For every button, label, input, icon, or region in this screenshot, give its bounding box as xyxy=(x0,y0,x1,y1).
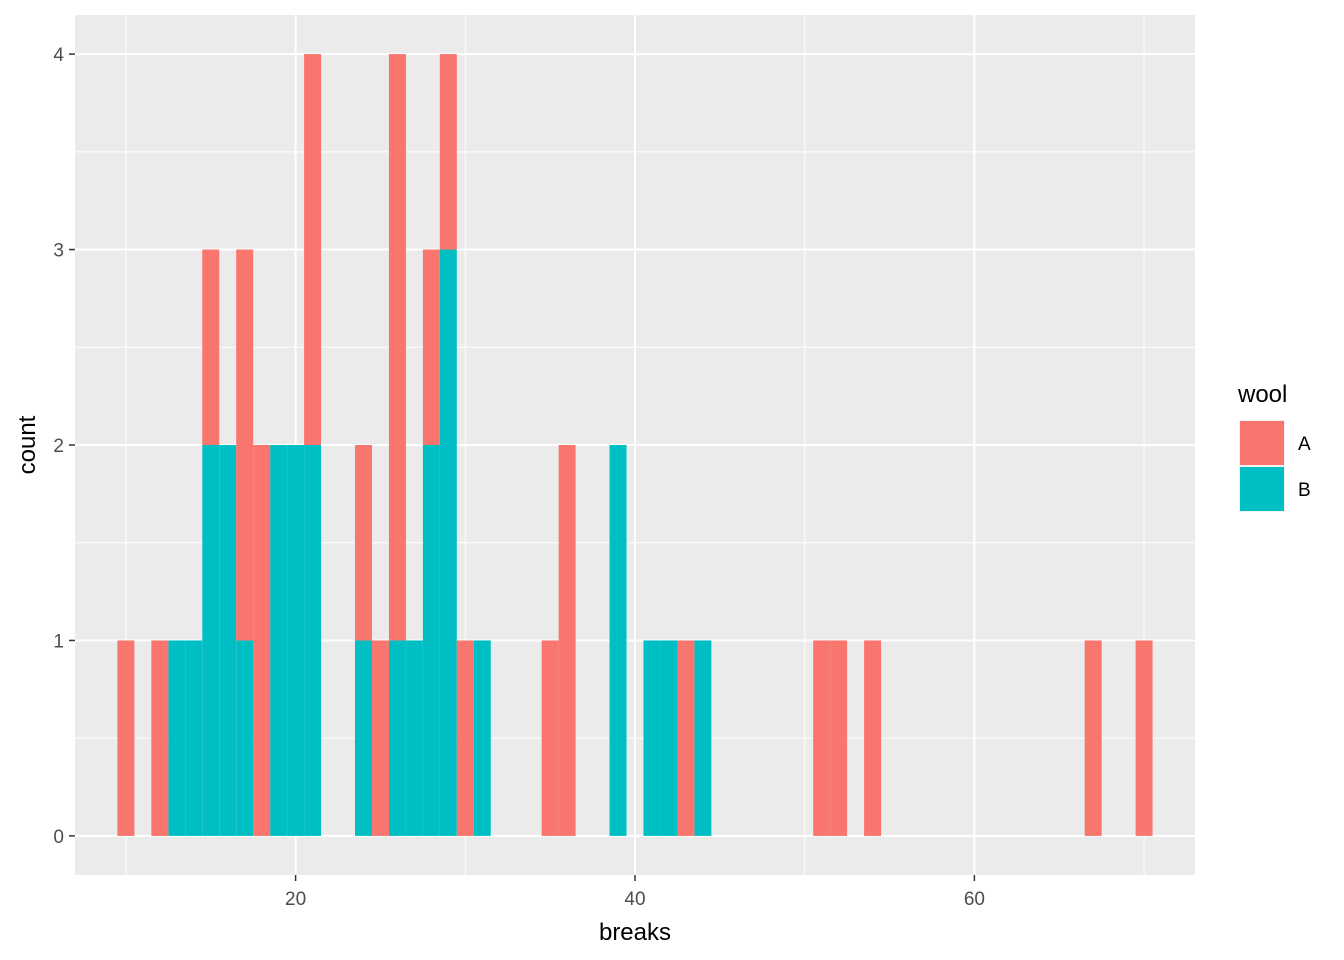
bars xyxy=(117,54,1153,836)
bar-wool-a xyxy=(456,640,474,836)
x-axis-title: breaks xyxy=(599,919,671,946)
bar-wool-b xyxy=(219,445,237,836)
legend: wool AB xyxy=(1237,381,1311,512)
legend-key-swatch xyxy=(1240,467,1284,511)
bar-wool-a xyxy=(388,54,406,641)
bar-wool-a xyxy=(253,445,271,836)
bar-wool-a xyxy=(558,445,576,836)
bar-wool-a xyxy=(422,249,440,445)
bar-wool-b xyxy=(287,445,305,836)
legend-label: B xyxy=(1298,480,1311,501)
bar-wool-a xyxy=(864,640,882,836)
y-tick-label: 4 xyxy=(53,45,64,66)
legend-entries: AB xyxy=(1239,420,1311,512)
y-tick-label: 1 xyxy=(53,631,64,652)
y-tick-label: 0 xyxy=(53,827,64,848)
legend-key-swatch xyxy=(1240,421,1284,465)
bar-wool-a xyxy=(1084,640,1102,836)
bar-wool-a xyxy=(355,445,372,641)
bar-wool-b xyxy=(355,640,372,836)
bar-wool-b xyxy=(422,445,440,836)
bar-wool-b xyxy=(694,640,712,836)
bar-wool-b xyxy=(439,249,457,836)
bar-wool-a xyxy=(813,640,831,836)
bar-wool-a xyxy=(151,640,169,836)
x-axis: 20 40 60 xyxy=(285,875,985,910)
bar-wool-b xyxy=(304,445,322,836)
legend-label: A xyxy=(1298,434,1311,455)
bar-wool-a xyxy=(117,640,135,836)
bar-wool-a xyxy=(202,249,220,445)
bar-wool-a xyxy=(439,54,457,250)
bar-wool-a xyxy=(1135,640,1153,836)
y-axis-title: count xyxy=(14,415,41,474)
bar-wool-a xyxy=(371,640,389,836)
legend-title: wool xyxy=(1237,381,1287,408)
bar-wool-b xyxy=(643,640,661,836)
y-axis: 0 1 2 3 4 xyxy=(53,45,75,848)
bar-wool-b xyxy=(202,445,220,836)
bar-wool-a xyxy=(677,640,695,836)
y-tick-label: 2 xyxy=(53,436,64,457)
grid-major xyxy=(75,15,1195,875)
bar-wool-b xyxy=(168,640,186,836)
bar-wool-b xyxy=(236,640,254,836)
bar-wool-a xyxy=(304,54,322,445)
bar-wool-b xyxy=(270,445,288,836)
x-tick-label: 20 xyxy=(285,889,306,910)
bar-wool-b xyxy=(405,640,423,836)
bar-wool-b xyxy=(609,445,627,836)
y-tick-label: 3 xyxy=(53,241,64,262)
bar-wool-b xyxy=(185,640,203,836)
x-tick-label: 40 xyxy=(624,889,645,910)
bar-wool-b xyxy=(473,640,491,836)
bar-wool-a xyxy=(236,249,254,641)
x-tick-label: 60 xyxy=(964,889,985,910)
bar-wool-b xyxy=(660,640,678,836)
bar-wool-a xyxy=(541,640,559,836)
bar-wool-a xyxy=(830,640,848,836)
bar-wool-b xyxy=(388,640,406,836)
